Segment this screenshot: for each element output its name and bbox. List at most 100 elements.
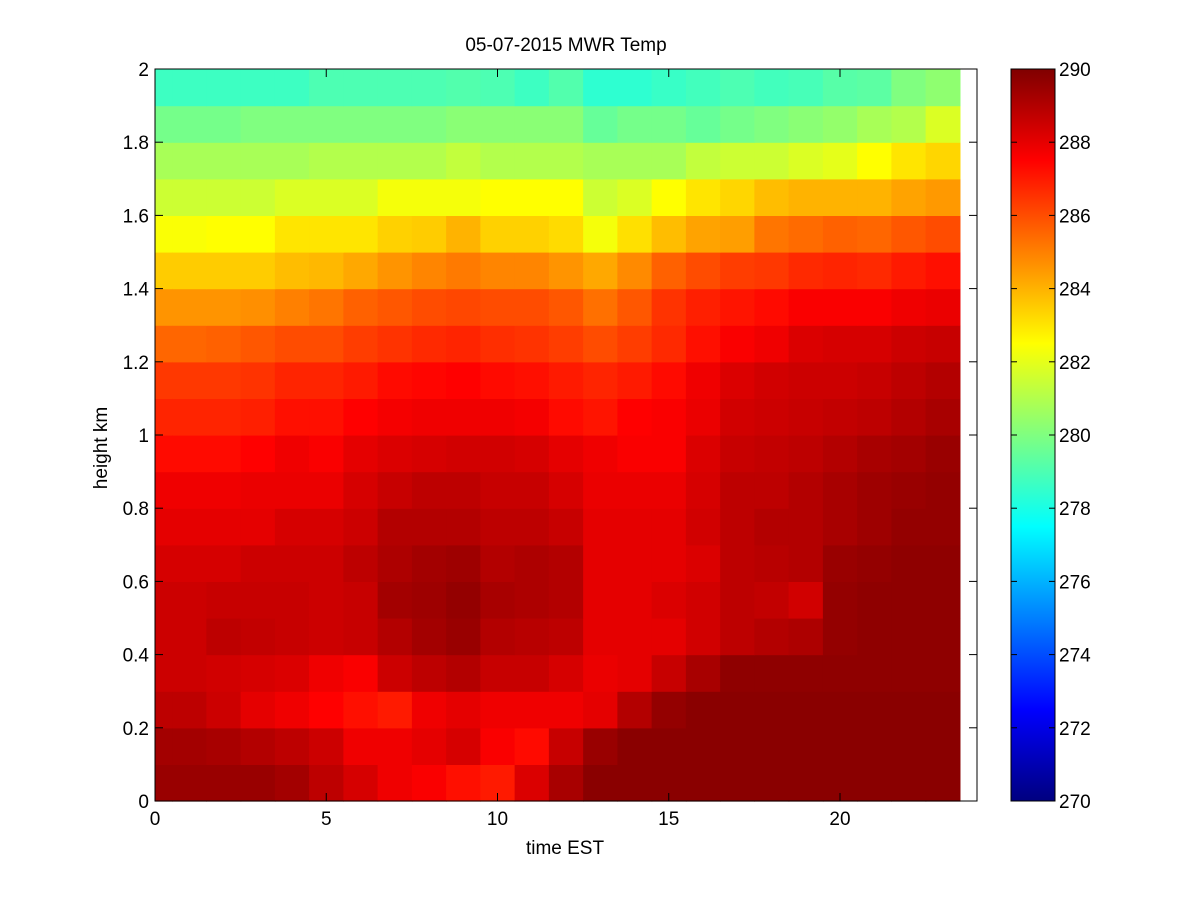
heatmap-cell (583, 361, 618, 399)
heatmap-cell (685, 361, 721, 399)
heatmap-cell (857, 215, 892, 253)
heatmap-cell (925, 435, 961, 473)
heatmap-cell (309, 105, 344, 143)
heatmap-cell (240, 288, 276, 326)
heatmap-cell (583, 581, 618, 619)
heatmap-cell (685, 252, 721, 290)
heatmap-cell (857, 654, 892, 692)
heatmap-cell (155, 252, 173, 290)
heatmap-cell (377, 252, 413, 290)
heatmap-cell (172, 764, 207, 802)
heatmap-cell (583, 288, 618, 326)
heatmap-cell (514, 105, 550, 143)
heatmap-cell (206, 727, 242, 765)
y-tick-label: 0.2 (123, 719, 149, 740)
heatmap-cell (514, 508, 550, 546)
heatmap-cell (411, 654, 447, 692)
heatmap-cell (343, 178, 379, 216)
heatmap-cell (411, 618, 447, 656)
heatmap-cell (240, 581, 276, 619)
heatmap-cell (206, 361, 242, 399)
heatmap-cell (685, 618, 721, 656)
heatmap-cell (822, 142, 858, 180)
colorbar-gradient (1011, 69, 1055, 801)
heatmap-cell (891, 288, 927, 326)
heatmap-cell (206, 544, 242, 582)
y-tick-label: 1.4 (123, 280, 150, 301)
heatmap-cell (377, 288, 413, 326)
heatmap-cell (446, 361, 481, 399)
heatmap-cell (685, 508, 721, 546)
heatmap-cell (651, 471, 687, 509)
heatmap-cell (720, 142, 755, 180)
heatmap-cell (617, 288, 653, 326)
heatmap-cell (925, 471, 961, 509)
heatmap-cell (343, 435, 379, 473)
heatmap-cell (446, 252, 481, 290)
heatmap-cell (925, 215, 961, 253)
heatmap-cell (309, 508, 344, 546)
heatmap-cell (411, 581, 447, 619)
heatmap-cell (822, 508, 858, 546)
heatmap-cell (377, 727, 413, 765)
heatmap-cell (651, 142, 687, 180)
heatmap-cell (925, 764, 961, 802)
heatmap-cell (155, 142, 173, 180)
heatmap-cell (548, 361, 584, 399)
heatmap-cell (583, 105, 618, 143)
heatmap-cell (788, 69, 824, 107)
heatmap-cell (206, 398, 242, 436)
heatmap-cell (155, 325, 173, 363)
heatmap-cell (172, 654, 207, 692)
heatmap-cell (206, 471, 242, 509)
heatmap-cell (822, 471, 858, 509)
heatmap-cell (480, 215, 516, 253)
heatmap-cell (343, 288, 379, 326)
heatmap-cell (274, 727, 310, 765)
heatmap-cell (925, 618, 961, 656)
heatmap-cell (822, 727, 858, 765)
heatmap-cell (925, 142, 961, 180)
heatmap-cell (480, 142, 516, 180)
heatmap-cell (206, 325, 242, 363)
heatmap-cell (720, 581, 755, 619)
heatmap-cell (172, 178, 207, 216)
heatmap-cell (685, 691, 721, 729)
colorbar: 270 272 274 276 278 280 282 284 286 288 290 (1010, 60, 1091, 813)
heatmap-cell (822, 105, 858, 143)
heatmap-cell (583, 508, 618, 546)
heatmap-cell (925, 654, 961, 692)
heatmap-cell (240, 398, 276, 436)
colorbar-tick-label: 270 (1059, 792, 1091, 813)
heatmap-cell (206, 142, 242, 180)
heatmap-cell (788, 435, 824, 473)
colorbar-tick-label: 286 (1059, 206, 1091, 227)
heatmap-cell (754, 727, 790, 765)
heatmap-cell (446, 178, 481, 216)
heatmap-cell (411, 764, 447, 802)
heatmap-cell (822, 654, 858, 692)
heatmap-cell (514, 69, 550, 107)
heatmap-cell (274, 69, 310, 107)
heatmap-cell (206, 508, 242, 546)
heatmap-cell (446, 618, 481, 656)
heatmap-cell (720, 654, 755, 692)
heatmap-cell (617, 544, 653, 582)
x-tick-label: 5 (321, 809, 332, 830)
heatmap-cell (548, 581, 584, 619)
heatmap-cell (925, 361, 961, 399)
heatmap-cell (891, 69, 927, 107)
heatmap-cell (754, 325, 790, 363)
heatmap-cell (343, 398, 379, 436)
heatmap-cell (274, 252, 310, 290)
heatmap-cell (720, 178, 755, 216)
heatmap-cell (274, 288, 310, 326)
heatmap-cell (891, 727, 927, 765)
heatmap-cell (548, 178, 584, 216)
heatmap-cell (720, 508, 755, 546)
heatmap-cell (480, 691, 516, 729)
heatmap-cell (343, 544, 379, 582)
heatmap-cell (377, 691, 413, 729)
heatmap-cell (274, 398, 310, 436)
heatmap-cell (685, 69, 721, 107)
